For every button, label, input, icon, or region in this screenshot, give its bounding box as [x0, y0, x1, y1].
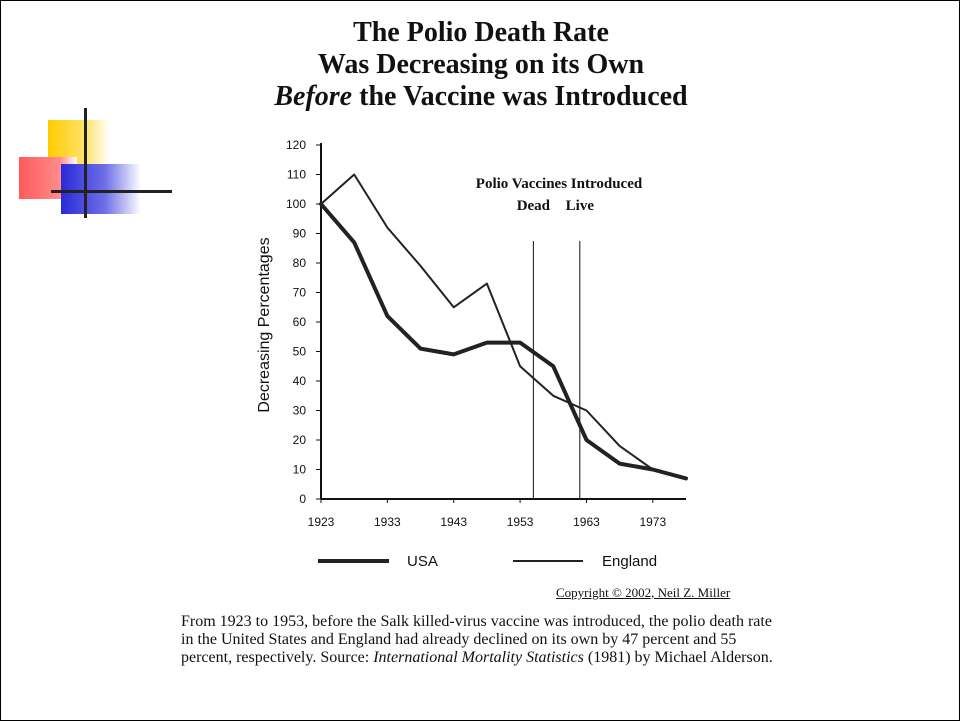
caption-source-rest: (1981) by Michael Alderson.	[583, 649, 773, 666]
decorative-horizontal-line	[51, 190, 172, 193]
series-line-usa	[319, 202, 688, 481]
y-tick-label: 0	[299, 492, 306, 506]
y-tick-label: 120	[286, 138, 306, 152]
vaccine-marker-label: Live	[566, 198, 595, 214]
y-tick-label: 70	[293, 286, 307, 300]
title-line-3-rest: the Vaccine was Introduced	[352, 81, 688, 112]
caption-text: From 1923 to 1953, before the Salk kille…	[181, 613, 772, 666]
slide-title: The Polio Death Rate Was Decreasing on i…	[181, 17, 781, 113]
y-tick-label: 110	[287, 168, 306, 182]
y-tick-label: 40	[293, 374, 307, 388]
x-tick-label: 1963	[573, 515, 600, 529]
y-tick-label: 10	[293, 463, 307, 477]
x-tick-label: 1943	[440, 515, 467, 529]
y-tick-label: 80	[293, 256, 307, 270]
y-tick-label: 20	[293, 433, 307, 447]
title-emphasis: Before	[274, 81, 353, 112]
series-line-england	[320, 173, 687, 480]
polio-death-rate-chart: 0 10 20 30 40 50 60 70 80 90 100 110 120 1923 1933 1943…	[256, 138, 688, 570]
x-tick-label: 1923	[308, 515, 335, 529]
decorative-blue-square	[61, 164, 141, 214]
y-tick-label: 100	[286, 197, 306, 211]
title-line-2: Was Decreasing on its Own	[317, 49, 645, 80]
y-tick-label: 90	[293, 227, 307, 241]
decorative-vertical-line	[84, 108, 87, 218]
title-line-1: The Polio Death Rate	[353, 17, 609, 48]
caption-source-title: International Mortality Statistics	[373, 649, 584, 666]
y-tick-label: 60	[293, 315, 307, 329]
legend-label-usa: USA	[407, 553, 438, 570]
x-tick-label: 1933	[374, 515, 401, 529]
vaccine-annotation-heading: Polio Vaccines Introduced	[476, 176, 643, 192]
copyright-notice: Copyright © 2002, Neil Z. Miller	[556, 585, 731, 600]
title-line-3: Before the Vaccine was Introduced	[181, 81, 781, 113]
y-axis-label: Decreasing Percentages	[256, 237, 273, 412]
legend-label-england: England	[602, 553, 657, 570]
y-tick-label: 30	[293, 404, 307, 418]
vaccine-marker-label: Dead	[517, 198, 551, 214]
chart-caption: From 1923 to 1953, before the Salk kille…	[181, 613, 781, 667]
x-tick-label: 1973	[639, 515, 666, 529]
x-tick-label: 1953	[507, 515, 534, 529]
y-tick-label: 50	[293, 345, 307, 359]
